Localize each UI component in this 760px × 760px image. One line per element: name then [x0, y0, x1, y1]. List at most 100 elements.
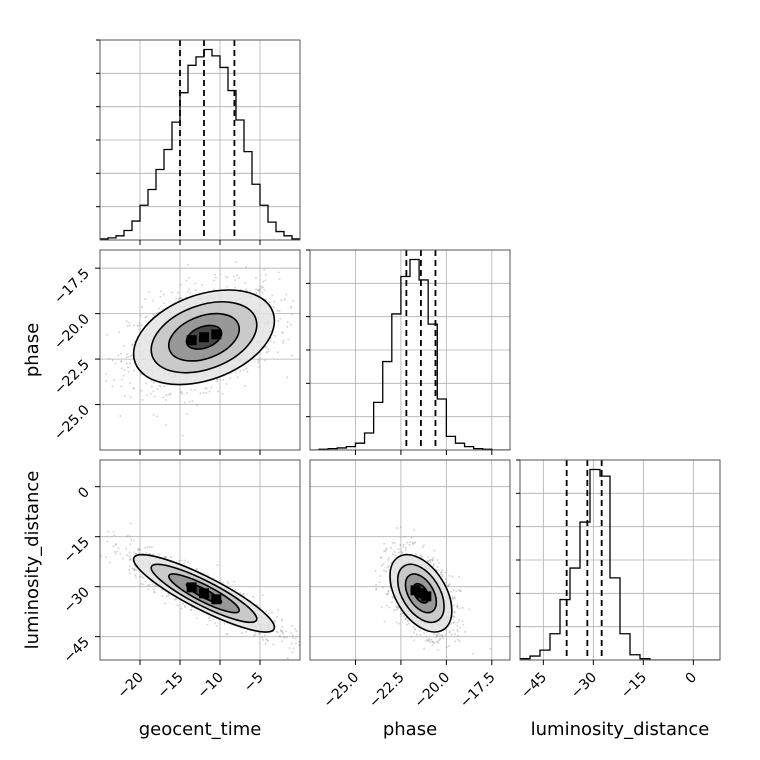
- scatter-point: [128, 321, 131, 324]
- scatter-point: [280, 618, 283, 621]
- scatter-point: [165, 595, 168, 598]
- tick-label-x-luminosity-distance: −45: [518, 670, 550, 702]
- scatter-point: [294, 642, 297, 645]
- scatter-point: [429, 641, 432, 644]
- scatter-point: [263, 288, 266, 291]
- scatter-point: [275, 630, 278, 633]
- scatter-point: [245, 265, 248, 268]
- scatter-point: [139, 548, 142, 551]
- scatter-point: [261, 291, 264, 294]
- scatter-point: [214, 276, 217, 279]
- scatter-point: [404, 549, 407, 552]
- scatter-point: [411, 542, 414, 545]
- scatter-point: [456, 603, 459, 606]
- scatter-point: [274, 334, 277, 337]
- scatter-point: [383, 550, 386, 553]
- scatter-point: [279, 629, 282, 632]
- scatter-point: [432, 556, 435, 559]
- scatter-point: [191, 399, 194, 402]
- scatter-point: [283, 299, 286, 302]
- scatter-point: [108, 561, 111, 564]
- scatter-point: [293, 627, 296, 630]
- scatter-point: [452, 604, 455, 607]
- scatter-point: [395, 621, 398, 624]
- scatter-point: [289, 323, 292, 326]
- ylabel-luminosity-distance: luminosity_distance: [22, 471, 43, 650]
- scatter-point: [136, 324, 139, 327]
- scatter-point: [399, 613, 402, 616]
- scatter-point: [202, 391, 205, 394]
- scatter-point: [398, 622, 401, 625]
- scatter-point: [439, 573, 442, 576]
- scatter-point: [266, 639, 269, 642]
- scatter-point: [188, 288, 191, 291]
- scatter-point: [167, 594, 170, 597]
- scatter-point: [442, 637, 445, 640]
- scatter-point: [391, 597, 394, 600]
- scatter-point: [392, 609, 395, 612]
- scatter-point: [374, 569, 377, 572]
- scatter-point: [307, 647, 309, 649]
- scatter-point: [226, 632, 229, 635]
- scatter-point: [252, 634, 255, 637]
- scatter-point: [272, 643, 275, 646]
- scatter-point: [146, 393, 149, 396]
- scatter-point: [252, 595, 255, 598]
- scatter-point: [281, 631, 284, 634]
- scatter-point: [431, 558, 434, 561]
- scatter-point: [424, 639, 427, 642]
- tick-label-x-phase: −17.5: [457, 670, 499, 712]
- scatter-point: [436, 633, 439, 636]
- scatter-point: [106, 333, 109, 336]
- scatter-point: [180, 559, 183, 562]
- scatter-point: [245, 367, 248, 370]
- scatter-point: [213, 279, 216, 282]
- scatter-point: [261, 594, 264, 597]
- contour-line: [167, 312, 241, 362]
- tick-label-x-geocent-time: −10: [195, 670, 227, 702]
- scatter-point: [120, 360, 123, 363]
- scatter-point: [126, 534, 129, 537]
- scatter-point: [64, 365, 66, 367]
- scatter-point: [190, 388, 193, 391]
- scatter-point: [236, 274, 239, 277]
- scatter-point: [141, 306, 144, 309]
- scatter-point: [119, 552, 122, 555]
- pair-panel-geocent-time-phase: [64, 249, 301, 451]
- scatter-point: [117, 354, 120, 357]
- scatter-point: [205, 387, 208, 390]
- scatter-point: [395, 526, 398, 529]
- scatter-point: [139, 373, 142, 376]
- scatter-point: [125, 547, 128, 550]
- scatter-point: [185, 279, 188, 282]
- scatter-point: [114, 544, 117, 547]
- scatter-point: [444, 571, 447, 574]
- scatter-point: [383, 542, 386, 545]
- scatter-point: [122, 374, 125, 377]
- scatter-point: [452, 597, 455, 600]
- scatter-point: [393, 550, 396, 553]
- scatter-point: [123, 369, 126, 372]
- scatter-point: [121, 557, 124, 560]
- scatter-point: [428, 638, 431, 641]
- scatter-point: [159, 295, 162, 298]
- scatter-point: [404, 546, 407, 549]
- scatter-point: [457, 589, 460, 592]
- scatter-point: [156, 415, 159, 418]
- scatter-point: [194, 568, 197, 571]
- scatter-point: [447, 583, 450, 586]
- scatter-point: [98, 337, 100, 339]
- scatter-point: [456, 621, 459, 624]
- scatter-point: [152, 590, 155, 593]
- scatter-point: [169, 392, 172, 395]
- scatter-point: [462, 623, 465, 626]
- scatter-point: [153, 395, 156, 398]
- contour-line: [412, 582, 430, 604]
- scatter-point: [441, 569, 444, 572]
- scatter-point: [437, 640, 440, 643]
- scatter-point: [154, 591, 157, 594]
- scatter-point: [264, 642, 267, 645]
- scatter-point: [460, 589, 463, 592]
- scatter-point: [244, 288, 247, 291]
- scatter-point: [432, 632, 435, 635]
